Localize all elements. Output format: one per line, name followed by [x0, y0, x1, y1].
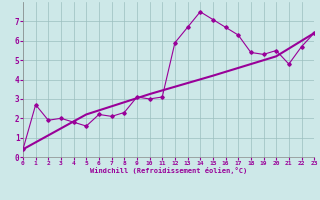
- X-axis label: Windchill (Refroidissement éolien,°C): Windchill (Refroidissement éolien,°C): [90, 167, 247, 174]
